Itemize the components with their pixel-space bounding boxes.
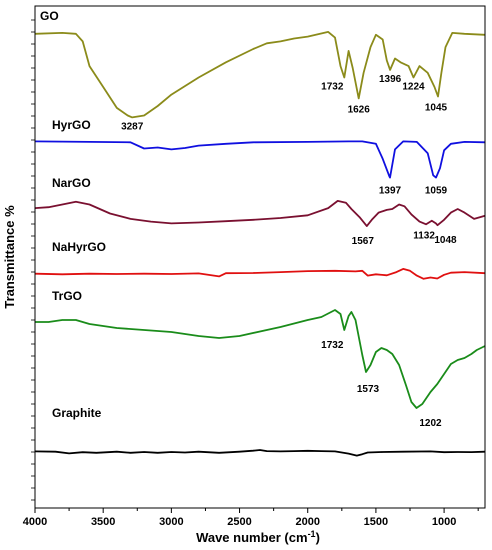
series-layer bbox=[34, 31, 486, 457]
axis-layer: 4000 3500 3000 2500 2000 1500 1000 bbox=[23, 19, 479, 528]
x-tick-label: 3500 bbox=[91, 516, 115, 528]
peak-label: 1732 bbox=[321, 82, 344, 93]
series-line-nahyrgo bbox=[34, 268, 486, 280]
series-label-go: GO bbox=[40, 9, 59, 23]
peak-label: 3287 bbox=[121, 121, 144, 132]
peak-label: 1045 bbox=[425, 103, 448, 114]
series-line-go bbox=[34, 31, 486, 119]
peak-label: 1396 bbox=[379, 74, 402, 85]
peak-label: 1732 bbox=[321, 340, 344, 351]
series-label-trgo: TrGO bbox=[52, 289, 82, 303]
y-axis-label: Transmittance % bbox=[2, 205, 17, 309]
peak-label: 1397 bbox=[379, 186, 402, 197]
plot-frame bbox=[34, 5, 486, 509]
x-tick-label: 4000 bbox=[23, 516, 47, 528]
x-tick-label: 2500 bbox=[227, 516, 251, 528]
series-line-trgo bbox=[35, 309, 486, 409]
peak-label: 1567 bbox=[352, 236, 375, 247]
label-layer: GO HyrGO NarGO NaHyrGO TrGO Graphite 3287 1732 1… bbox=[40, 9, 457, 429]
x-tick-label: 3000 bbox=[159, 516, 183, 528]
x-tick-label: 1000 bbox=[432, 516, 456, 528]
x-tick-label: 1500 bbox=[364, 516, 388, 528]
series-line-hyrgo bbox=[34, 140, 486, 179]
peak-label: 1224 bbox=[402, 82, 425, 93]
peak-label: 1626 bbox=[348, 104, 371, 115]
x-axis-label: Wave number (cm-1) bbox=[196, 529, 320, 545]
peak-label: 1573 bbox=[357, 384, 380, 395]
series-line-nargo bbox=[34, 200, 486, 227]
peak-label: 1132 bbox=[413, 230, 435, 241]
series-line-graphite bbox=[34, 449, 486, 457]
peak-label: 1059 bbox=[425, 186, 448, 197]
peak-label: 1048 bbox=[434, 235, 457, 246]
series-label-hyrgo: HyrGO bbox=[52, 118, 91, 132]
series-label-nargo: NarGO bbox=[52, 176, 91, 190]
peak-label: 1202 bbox=[419, 418, 442, 429]
series-label-nahyrgo: NaHyrGO bbox=[52, 240, 106, 254]
x-tick-label: 2000 bbox=[295, 516, 319, 528]
series-label-graphite: Graphite bbox=[52, 406, 102, 420]
